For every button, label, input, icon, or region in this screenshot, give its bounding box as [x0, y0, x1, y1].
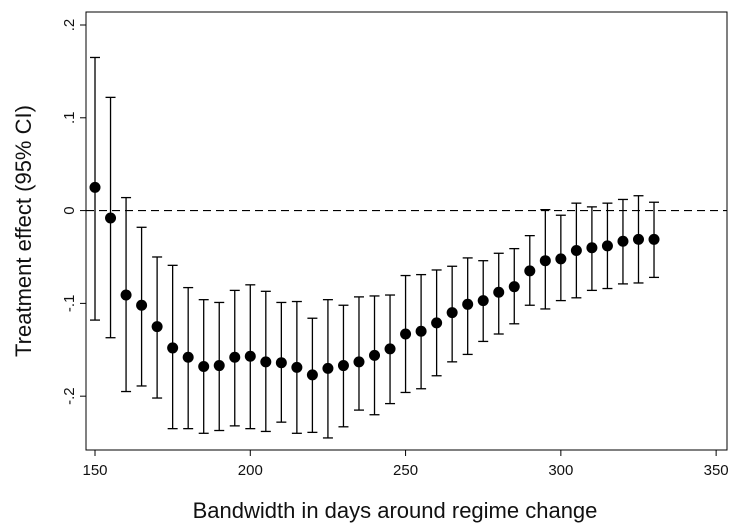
y-tick-label: .2 [61, 19, 78, 32]
plot-frame [85, 11, 728, 451]
x-tick-label: 250 [393, 462, 418, 479]
point [617, 235, 629, 247]
y-tick-label: .1 [61, 112, 78, 125]
point [555, 253, 567, 265]
point [322, 362, 334, 374]
point [275, 357, 287, 369]
x-tick-label: 300 [548, 462, 573, 479]
point [229, 351, 241, 363]
point [632, 233, 644, 245]
point [462, 298, 474, 310]
point [524, 265, 536, 277]
point [539, 255, 551, 267]
x-tick-label: 350 [704, 462, 729, 479]
point [415, 325, 427, 337]
point [244, 350, 256, 362]
point [167, 342, 179, 354]
point [337, 360, 349, 372]
point [601, 240, 613, 252]
point [384, 343, 396, 355]
x-tick-label: 200 [238, 462, 263, 479]
point [260, 356, 272, 368]
x-tick-label: 150 [82, 462, 107, 479]
point [570, 244, 582, 256]
y-tick-label: -.2 [61, 387, 78, 405]
point [89, 181, 101, 193]
point [136, 299, 148, 311]
point [291, 361, 303, 373]
point [648, 233, 660, 245]
point [493, 286, 505, 298]
point [198, 360, 210, 372]
point [431, 317, 443, 329]
point [446, 307, 458, 319]
y-axis-title: Treatment effect (95% CI) [11, 105, 36, 357]
point [306, 369, 318, 381]
point [182, 351, 194, 363]
point [477, 295, 489, 307]
y-tick-label: -.1 [61, 295, 78, 313]
point [105, 212, 117, 224]
point [213, 360, 225, 372]
y-tick-label: 0 [61, 206, 78, 214]
point [369, 349, 381, 361]
point [400, 328, 412, 340]
point [353, 356, 365, 368]
point [120, 289, 132, 301]
point [508, 281, 520, 293]
x-axis-title: Bandwidth in days around regime change [193, 498, 598, 523]
point [586, 242, 598, 254]
point [151, 321, 163, 333]
